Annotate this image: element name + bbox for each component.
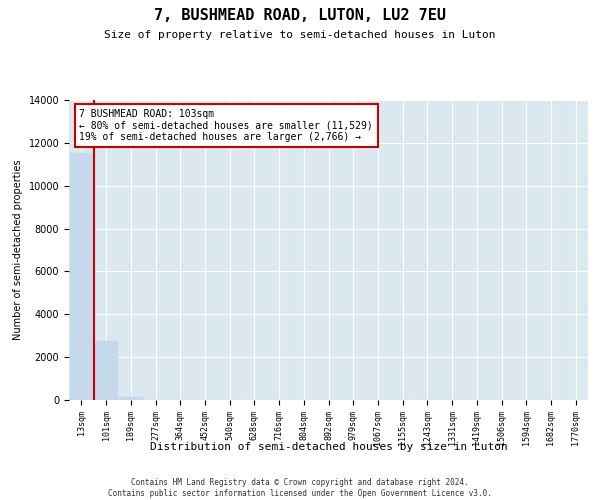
Text: 7, BUSHMEAD ROAD, LUTON, LU2 7EU: 7, BUSHMEAD ROAD, LUTON, LU2 7EU: [154, 8, 446, 22]
Text: 7 BUSHMEAD ROAD: 103sqm
← 80% of semi-detached houses are smaller (11,529)
19% o: 7 BUSHMEAD ROAD: 103sqm ← 80% of semi-de…: [79, 109, 373, 142]
Bar: [119, 397, 143, 400]
Text: Size of property relative to semi-detached houses in Luton: Size of property relative to semi-detach…: [104, 30, 496, 40]
Text: Distribution of semi-detached houses by size in Luton: Distribution of semi-detached houses by …: [150, 442, 508, 452]
Bar: [94, 340, 118, 400]
Y-axis label: Number of semi-detached properties: Number of semi-detached properties: [13, 160, 23, 340]
Text: Contains HM Land Registry data © Crown copyright and database right 2024.
Contai: Contains HM Land Registry data © Crown c…: [108, 478, 492, 498]
Bar: [70, 153, 93, 400]
